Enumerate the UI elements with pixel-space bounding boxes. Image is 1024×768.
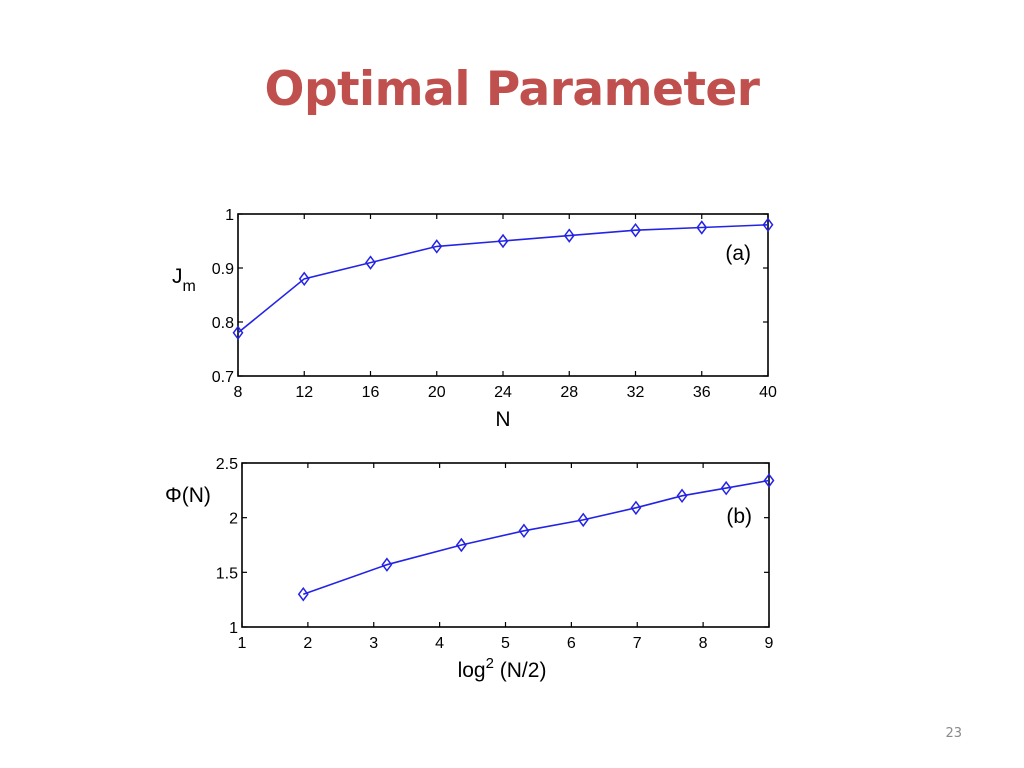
x-tick-label: 1 <box>238 635 247 652</box>
x-axis-label: N <box>495 408 510 431</box>
data-point <box>676 488 688 504</box>
y-tick-label: 1.5 <box>216 565 238 582</box>
data-point <box>720 480 732 496</box>
x-tick-label: 2 <box>303 635 312 652</box>
panel-label: (a) <box>725 242 751 265</box>
x-tick-label: 9 <box>765 635 774 652</box>
y-axis-label: Jm <box>172 265 196 295</box>
x-tick-label: 6 <box>567 635 576 652</box>
x-tick-label: 20 <box>428 384 446 401</box>
y-tick-label: 0.9 <box>212 261 234 278</box>
slide-number: 23 <box>945 726 962 741</box>
y-tick-label: 1 <box>225 207 234 224</box>
chart-panel-a: 8 12 16 20 24 28 32 36 40 0.7 0.8 0.9 1 (a) Jm N <box>172 207 777 431</box>
y-tick-label: 0.7 <box>212 369 234 386</box>
data-point <box>762 217 774 233</box>
x-tick-label: 32 <box>627 384 645 401</box>
data-point <box>381 557 393 572</box>
x-tick-label: 8 <box>234 384 243 401</box>
series-line <box>303 479 770 595</box>
x-tick-label: 5 <box>501 635 510 652</box>
data-point <box>518 523 530 539</box>
x-tick-label: 3 <box>369 635 378 652</box>
data-point <box>298 271 310 287</box>
data-point <box>497 233 509 249</box>
data-point <box>297 586 309 602</box>
x-tick-label: 40 <box>759 384 777 401</box>
y-axis-label: Φ(N) <box>165 484 211 507</box>
x-tick-label: 24 <box>494 384 512 401</box>
x-tick-label: 4 <box>435 635 444 652</box>
x-tick-label: 8 <box>699 635 708 652</box>
data-point <box>365 255 376 270</box>
plot-frame <box>237 213 769 377</box>
y-tick-label: 1 <box>229 620 238 637</box>
x-tick-label: 7 <box>633 635 642 652</box>
data-point <box>431 239 443 254</box>
x-tick-label: 28 <box>560 384 578 401</box>
x-tick-label: 36 <box>693 384 711 401</box>
data-point <box>630 500 642 516</box>
series-line <box>237 224 769 334</box>
data-point <box>563 228 575 243</box>
data-point <box>763 473 775 488</box>
y-tick-label: 0.8 <box>212 315 234 332</box>
x-tick-label: 12 <box>295 384 313 401</box>
slide-title: Optimal Parameter <box>264 62 760 117</box>
data-point <box>455 537 467 553</box>
data-point <box>630 222 641 238</box>
data-point <box>232 325 244 341</box>
panel-label: (b) <box>726 505 752 528</box>
data-point <box>696 220 708 235</box>
y-tick-label: 2.5 <box>216 456 238 473</box>
data-point <box>577 512 589 528</box>
x-axis-label: log2 (N/2) <box>458 655 547 682</box>
plot-frame <box>241 462 770 628</box>
chart-panel-b: 1 2 3 4 5 6 7 8 9 1 1.5 2 2.5 (b) Φ(N) log2 (N/2) <box>165 456 775 682</box>
y-tick-label: 2 <box>229 511 238 528</box>
x-tick-label: 16 <box>362 384 380 401</box>
